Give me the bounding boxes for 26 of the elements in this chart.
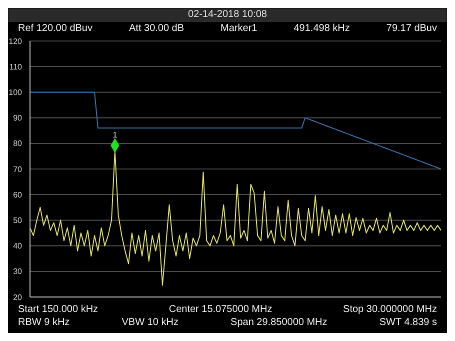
y-tick-label: 80 — [13, 139, 23, 148]
text: Marker1 — [220, 23, 258, 34]
y-tick-label: 100 — [8, 88, 23, 98]
y-tick-label: 30 — [13, 267, 23, 276]
text: Stop 30.000000 MHz — [343, 304, 437, 315]
y-tick-label: 110 — [9, 62, 23, 72]
chart-title: 02-14-2018 10:08 — [188, 9, 267, 20]
line-series — [30, 92, 441, 170]
text: Span 29.850000 MHz — [230, 317, 328, 328]
y-tick-label: 90 — [13, 114, 23, 123]
y-tick-label: 40 — [13, 242, 23, 251]
y-tick-label: 50 — [13, 216, 23, 226]
y-tick-label: 70 — [13, 164, 23, 174]
text: Center 15.075000 MHz — [168, 304, 272, 315]
text: Att 30.00 dB — [129, 23, 184, 34]
text: SWT 4.839 s — [379, 317, 437, 328]
text: RBW 9 kHz — [18, 317, 70, 328]
text: Ref 120.00 dBuv — [18, 23, 92, 34]
text: 491.498 kHz — [294, 23, 350, 34]
text: 79.17 dBuv — [386, 23, 437, 34]
y-tick-label: 120 — [8, 36, 23, 46]
y-tick-label: 20 — [13, 292, 23, 302]
text: VBW 10 kHz — [122, 317, 178, 328]
annotation: 1 — [112, 130, 118, 140]
y-tick-label: 60 — [13, 190, 23, 200]
text: Start 150.000 kHz — [18, 304, 98, 315]
